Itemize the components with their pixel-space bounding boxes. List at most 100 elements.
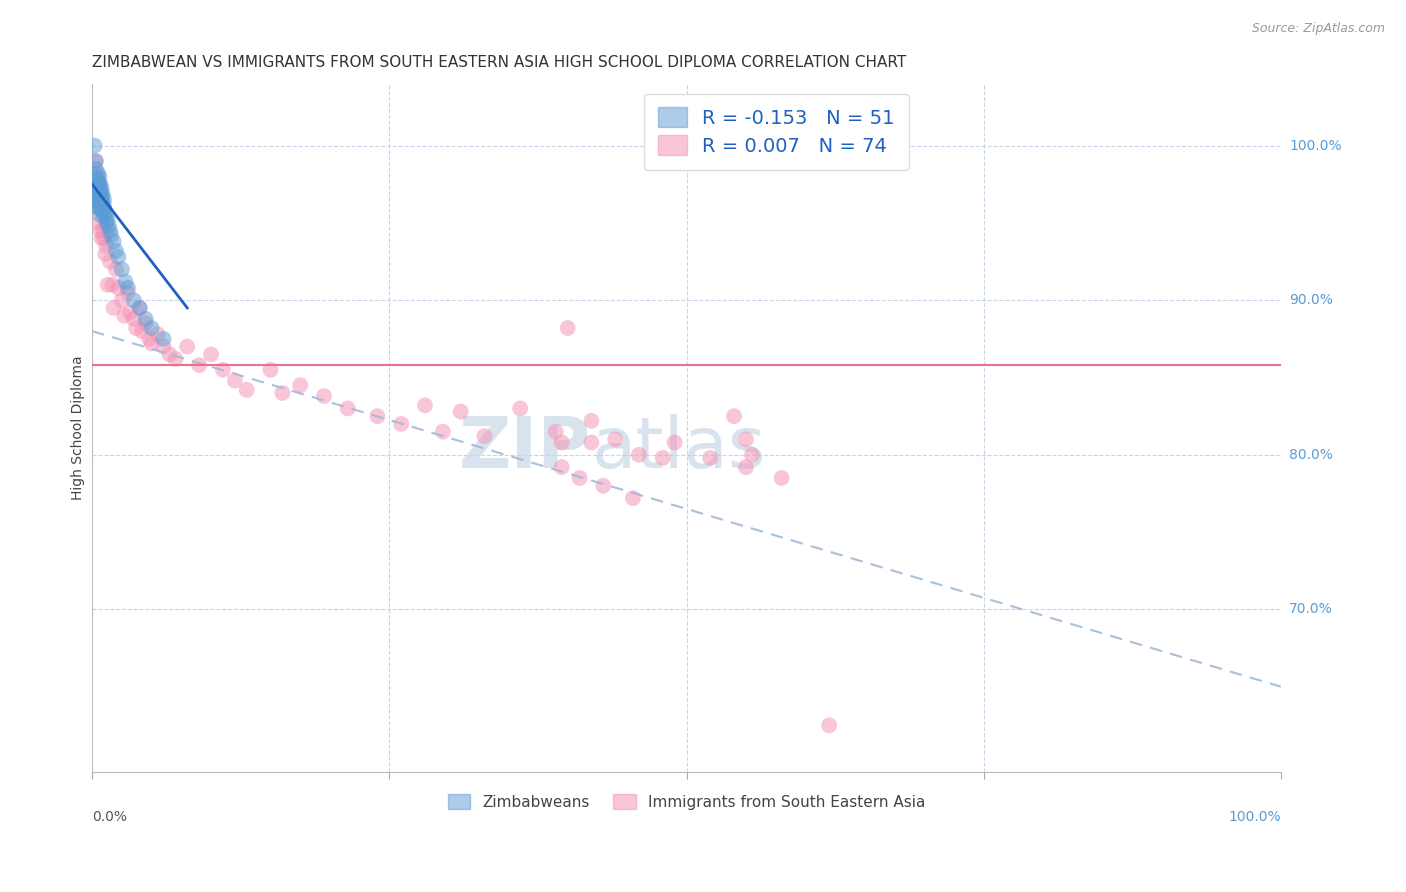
Point xyxy=(200,347,222,361)
Point xyxy=(621,491,644,505)
Point xyxy=(100,228,122,243)
Point xyxy=(271,386,294,401)
Point xyxy=(86,193,108,207)
Text: ZIMBABWEAN VS IMMIGRANTS FROM SOUTH EASTERN ASIA HIGH SCHOOL DIPLOMA CORRELATION: ZIMBABWEAN VS IMMIGRANTS FROM SOUTH EAST… xyxy=(93,55,907,70)
Point xyxy=(146,327,169,342)
Point xyxy=(131,324,153,338)
Point xyxy=(664,435,686,450)
Point xyxy=(84,154,107,169)
Point xyxy=(259,363,281,377)
Point xyxy=(104,244,127,258)
Point xyxy=(125,321,148,335)
Text: 100.0%: 100.0% xyxy=(1229,810,1281,823)
Point xyxy=(312,389,335,403)
Point xyxy=(103,301,125,315)
Point xyxy=(141,321,163,335)
Point xyxy=(89,208,111,222)
Point xyxy=(107,250,129,264)
Point xyxy=(235,383,257,397)
Point xyxy=(627,448,650,462)
Point xyxy=(651,450,673,465)
Point xyxy=(605,433,627,447)
Y-axis label: High School Diploma: High School Diploma xyxy=(72,355,86,500)
Point xyxy=(87,178,110,192)
Text: 80.0%: 80.0% xyxy=(1289,448,1333,462)
Point xyxy=(93,201,115,215)
Point xyxy=(557,321,579,335)
Point xyxy=(114,275,136,289)
Point xyxy=(135,317,157,331)
Point xyxy=(93,208,115,222)
Point xyxy=(89,194,111,209)
Point xyxy=(94,203,117,218)
Point xyxy=(89,201,111,215)
Point xyxy=(91,188,114,202)
Point xyxy=(544,425,567,439)
Point xyxy=(581,414,603,428)
Point xyxy=(432,425,454,439)
Point xyxy=(90,201,112,215)
Point xyxy=(96,239,118,253)
Point xyxy=(413,398,436,412)
Point xyxy=(141,336,163,351)
Point xyxy=(87,178,110,192)
Point xyxy=(389,417,412,431)
Point xyxy=(104,262,127,277)
Point xyxy=(96,208,118,222)
Point xyxy=(89,195,111,210)
Point xyxy=(551,460,574,475)
Point xyxy=(770,471,793,485)
Point xyxy=(120,305,142,319)
Legend: Zimbabweans, Immigrants from South Eastern Asia: Zimbabweans, Immigrants from South Easte… xyxy=(441,788,932,815)
Point xyxy=(87,194,110,209)
Point xyxy=(112,309,135,323)
Point xyxy=(89,224,111,238)
Point xyxy=(89,188,111,202)
Point xyxy=(128,301,150,315)
Point xyxy=(83,138,105,153)
Point xyxy=(568,471,591,485)
Point xyxy=(366,409,388,424)
Point xyxy=(93,193,115,207)
Point xyxy=(592,479,614,493)
Point xyxy=(93,201,115,215)
Point xyxy=(818,718,841,732)
Text: atlas: atlas xyxy=(592,414,766,483)
Point xyxy=(87,172,110,186)
Point xyxy=(86,178,108,192)
Point xyxy=(93,231,115,245)
Point xyxy=(90,203,112,218)
Point xyxy=(159,347,181,361)
Point xyxy=(87,182,110,196)
Point xyxy=(96,216,118,230)
Point xyxy=(89,182,111,196)
Point xyxy=(741,448,763,462)
Point xyxy=(450,404,472,418)
Point xyxy=(122,293,145,308)
Text: 100.0%: 100.0% xyxy=(1289,138,1341,153)
Point xyxy=(91,224,114,238)
Point xyxy=(103,235,125,249)
Point xyxy=(89,169,111,184)
Point xyxy=(84,154,107,169)
Point xyxy=(87,166,110,180)
Point xyxy=(111,262,134,277)
Point xyxy=(91,195,114,210)
Point xyxy=(224,374,246,388)
Point xyxy=(97,277,120,292)
Point xyxy=(735,460,758,475)
Point xyxy=(87,201,110,215)
Point xyxy=(89,178,111,192)
Point xyxy=(86,185,108,199)
Point xyxy=(89,182,111,196)
Point xyxy=(89,178,111,192)
Point xyxy=(87,188,110,202)
Point xyxy=(723,409,745,424)
Point xyxy=(188,358,211,372)
Text: 90.0%: 90.0% xyxy=(1289,293,1333,307)
Text: 0.0%: 0.0% xyxy=(93,810,127,823)
Point xyxy=(122,311,145,326)
Point xyxy=(336,401,359,416)
Point xyxy=(87,201,110,215)
Point xyxy=(135,311,157,326)
